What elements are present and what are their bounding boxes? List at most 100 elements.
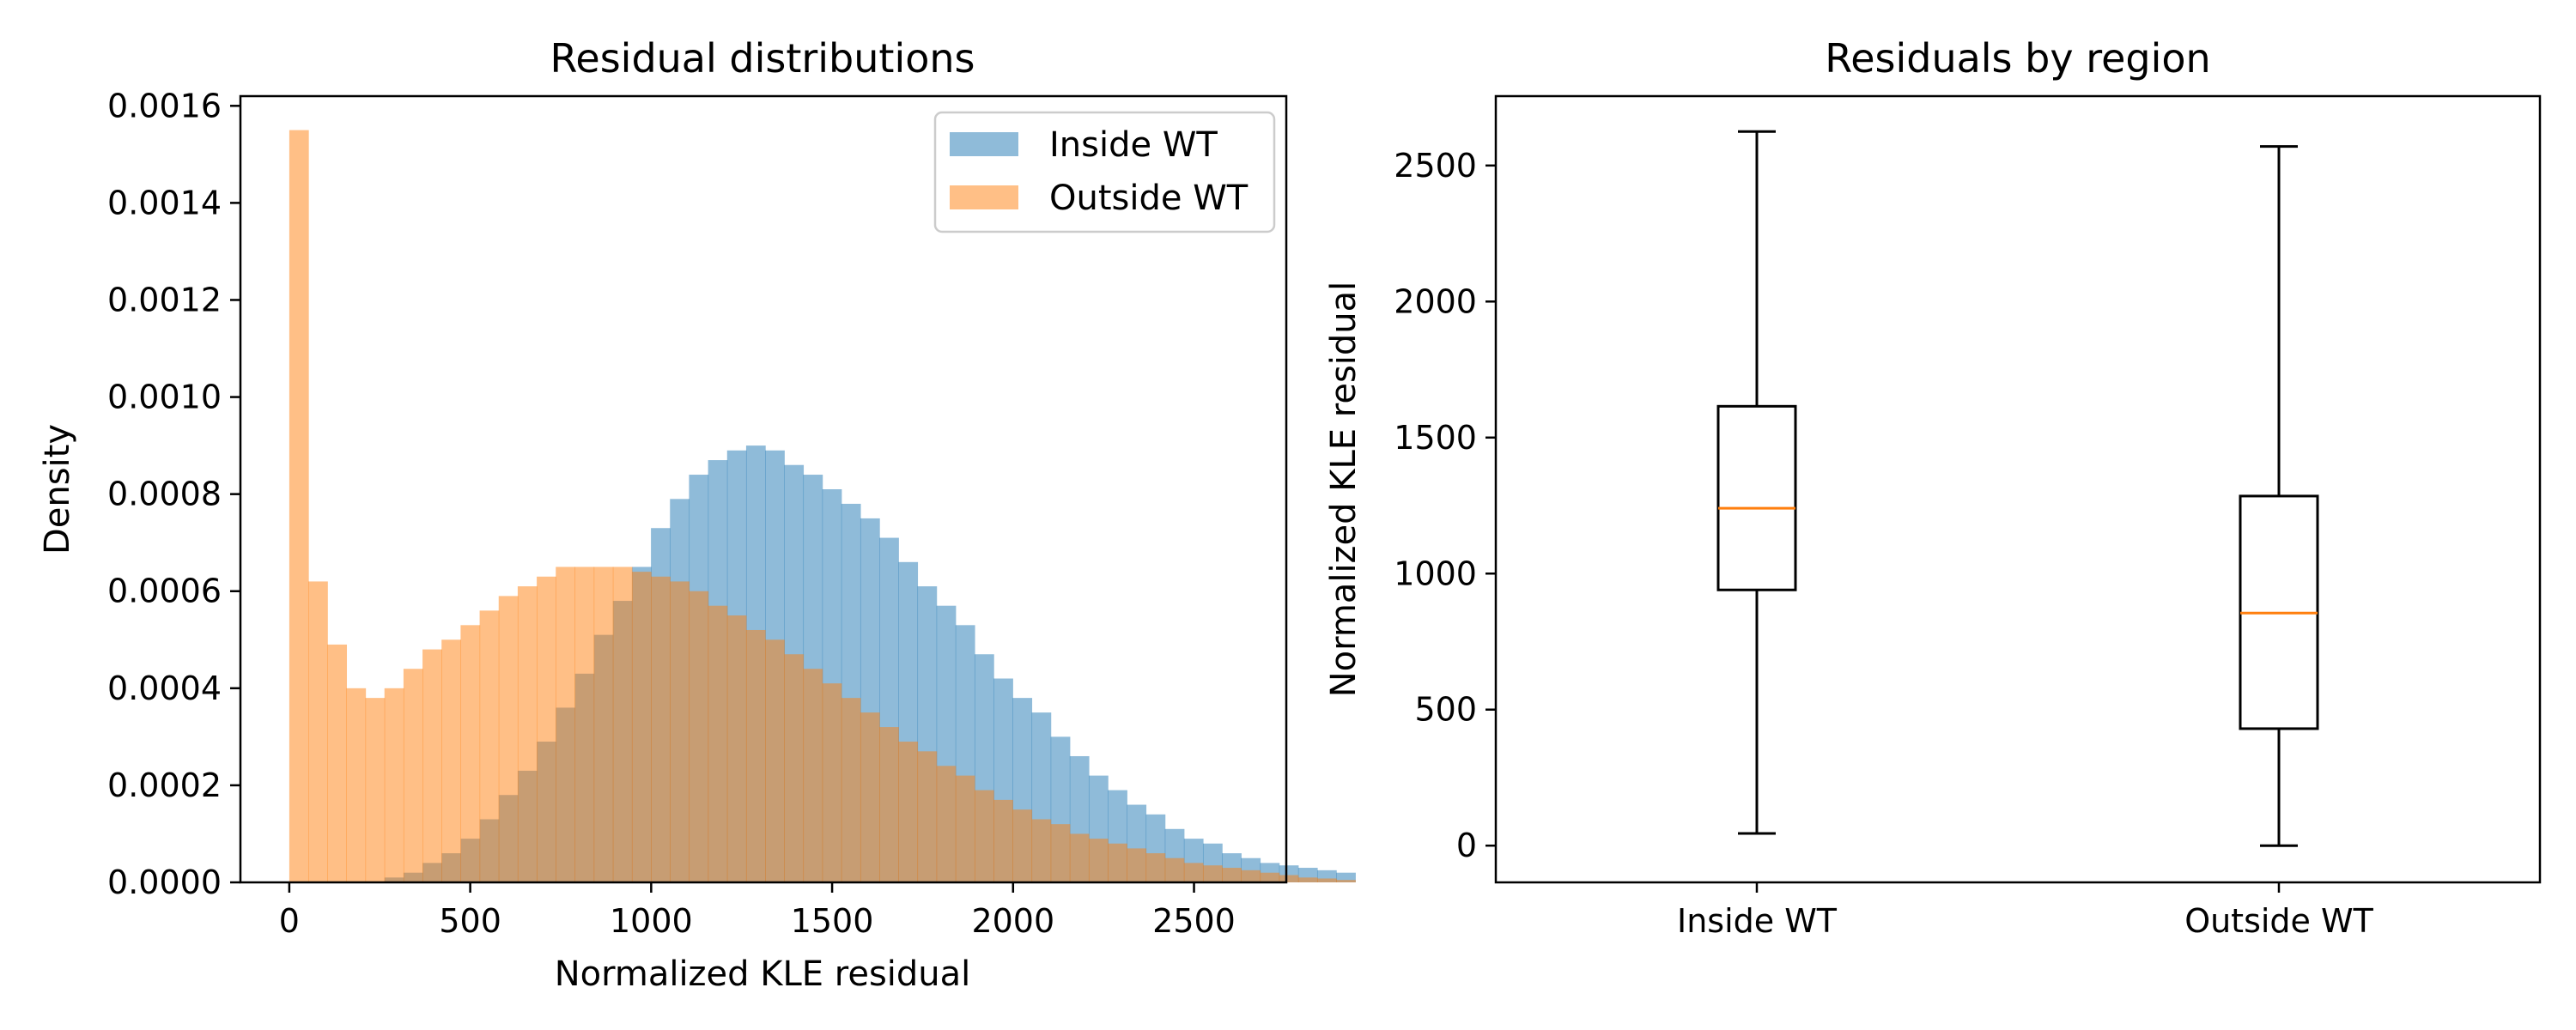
- y-tick-label: 0.0014: [107, 184, 222, 221]
- outside-histogram-bar: [1241, 869, 1261, 882]
- outside-histogram-bar: [745, 629, 766, 882]
- y-tick-label: 2500: [1394, 147, 1477, 185]
- outside-histogram-bar: [612, 566, 633, 882]
- outside-histogram-bar: [1145, 853, 1166, 882]
- outside-histogram-bar: [556, 566, 576, 882]
- outside-histogram-bar: [955, 775, 975, 882]
- outside-histogram-bar: [917, 751, 938, 882]
- y-tick-label: 0.0008: [107, 476, 222, 513]
- y-tick-label: 0.0006: [107, 573, 222, 610]
- y-tick-label: 1000: [1394, 554, 1477, 592]
- outside-histogram-bar: [574, 566, 595, 882]
- outside-histogram-bar: [1050, 824, 1071, 882]
- outside-histogram-bar: [860, 712, 880, 882]
- histogram-bars: [289, 130, 1356, 882]
- outside-histogram-bar: [537, 576, 556, 882]
- outside-histogram-bar: [841, 698, 861, 882]
- histogram-x-axis-label: Normalized KLE residual: [555, 954, 971, 994]
- legend-swatch-outside: [950, 185, 1018, 209]
- outside-histogram-bar: [1108, 843, 1127, 882]
- x-tick-label-outside: Outside WT: [2184, 902, 2373, 940]
- outside-histogram-bar: [1031, 819, 1052, 882]
- boxplot-boxes: [1716, 130, 2319, 847]
- x-tick-label: 2000: [971, 902, 1054, 940]
- outside-histogram-bar: [822, 683, 842, 882]
- outside-histogram-bar: [670, 581, 690, 882]
- outside-histogram-bar: [1316, 878, 1337, 882]
- outside-histogram-bar: [765, 639, 785, 882]
- inside-box: [1716, 404, 1797, 591]
- outside-histogram-bar: [631, 572, 652, 882]
- outside-histogram-bar: [517, 586, 538, 882]
- boxplot-title: Residuals by region: [1825, 35, 2210, 82]
- y-tick-label: 2000: [1394, 282, 1477, 320]
- outside-histogram-bar: [1012, 809, 1033, 882]
- legend-frame: [933, 111, 1276, 233]
- outside-histogram-bar: [898, 742, 919, 882]
- histogram-chart: Residual distributions 0.00000.00020.000…: [38, 35, 1356, 994]
- y-tick-label: 500: [1414, 691, 1477, 729]
- y-tick-label: 0: [1456, 827, 1477, 864]
- outside-histogram-bar: [803, 669, 823, 882]
- x-tick-label: 1500: [791, 902, 874, 940]
- outside-histogram-bar: [1297, 877, 1318, 882]
- outside-histogram-bar: [1202, 865, 1223, 882]
- boxplot-x-ticks: Inside WT Outside WT: [1677, 882, 2374, 940]
- y-tick-label: 1500: [1394, 419, 1477, 457]
- outside-histogram-bar: [1088, 839, 1109, 882]
- histogram-axes-frame: [239, 94, 1288, 884]
- y-tick-label: 0.0000: [107, 863, 222, 901]
- outside-histogram-bar: [1260, 872, 1280, 882]
- legend-label-inside: Inside WT: [1049, 125, 1218, 165]
- outside-histogram-bar: [593, 566, 614, 882]
- outside-histogram-bar: [936, 766, 957, 882]
- outside-histogram-bar: [689, 591, 709, 882]
- y-tick-label: 0.0010: [107, 379, 222, 416]
- outside-histogram-bar: [993, 799, 1013, 882]
- outside-histogram-bar: [403, 669, 423, 882]
- histogram-legend: Inside WT Outside WT: [933, 111, 1276, 233]
- x-tick-label-inside: Inside WT: [1677, 902, 1838, 940]
- outside-histogram-bar: [1336, 880, 1356, 882]
- y-tick-label: 0.0002: [107, 766, 222, 804]
- x-tick-label: 1000: [610, 902, 693, 940]
- outside-histogram-bar: [327, 644, 348, 882]
- outside-histogram-bar: [974, 790, 994, 882]
- outside-histogram-bar: [289, 130, 309, 882]
- outside-histogram-bar: [460, 625, 481, 882]
- histogram-y-axis-label: Density: [38, 424, 77, 554]
- outside-histogram-bar: [479, 610, 500, 882]
- histogram-x-ticks: 0 500 1000 1500 2000 2500: [279, 882, 1236, 940]
- histogram-title: Residual distributions: [550, 35, 975, 82]
- legend-swatch-inside: [950, 132, 1018, 156]
- outside-histogram-bar: [384, 688, 404, 882]
- outside-histogram-bar: [346, 688, 367, 882]
- outside-histogram-bar: [879, 727, 899, 882]
- boxplot-y-ticks: 0 500 1000 1500 2000 2500: [1394, 147, 1496, 864]
- x-tick-label: 0: [279, 902, 300, 940]
- histogram-y-ticks: 0.0000 0.0002 0.0004 0.0006 0.0008 0.0010 0.00…: [107, 87, 240, 901]
- outside-histogram-bar: [1164, 857, 1185, 882]
- boxplot-y-axis-label: Normalized KLE residual: [1324, 282, 1364, 698]
- legend-label-outside: Outside WT: [1049, 179, 1249, 218]
- outside-histogram-bar: [498, 596, 519, 882]
- inside-histogram-bar: [1336, 872, 1356, 882]
- outside-histogram-bar: [308, 581, 328, 882]
- y-tick-label: 0.0016: [107, 87, 222, 124]
- y-tick-label: 0.0012: [107, 281, 222, 318]
- outside-histogram-bar: [1222, 868, 1242, 882]
- outside-histogram-bar: [365, 698, 386, 882]
- x-tick-label: 2500: [1152, 902, 1236, 940]
- y-tick-label: 0.0004: [107, 670, 222, 707]
- outside-histogram-bar: [784, 654, 805, 882]
- outside-histogram-bar: [1069, 833, 1090, 882]
- outside-histogram-bar: [441, 639, 462, 882]
- outside-histogram-bar: [708, 605, 728, 882]
- outside-histogram-bar: [422, 649, 442, 882]
- outside-histogram-bar: [1279, 875, 1299, 882]
- outside-histogram-bar: [726, 615, 747, 882]
- outside-histogram-bar: [651, 576, 671, 882]
- boxplot-axes-frame: [1494, 94, 2542, 884]
- x-tick-label: 500: [439, 902, 501, 940]
